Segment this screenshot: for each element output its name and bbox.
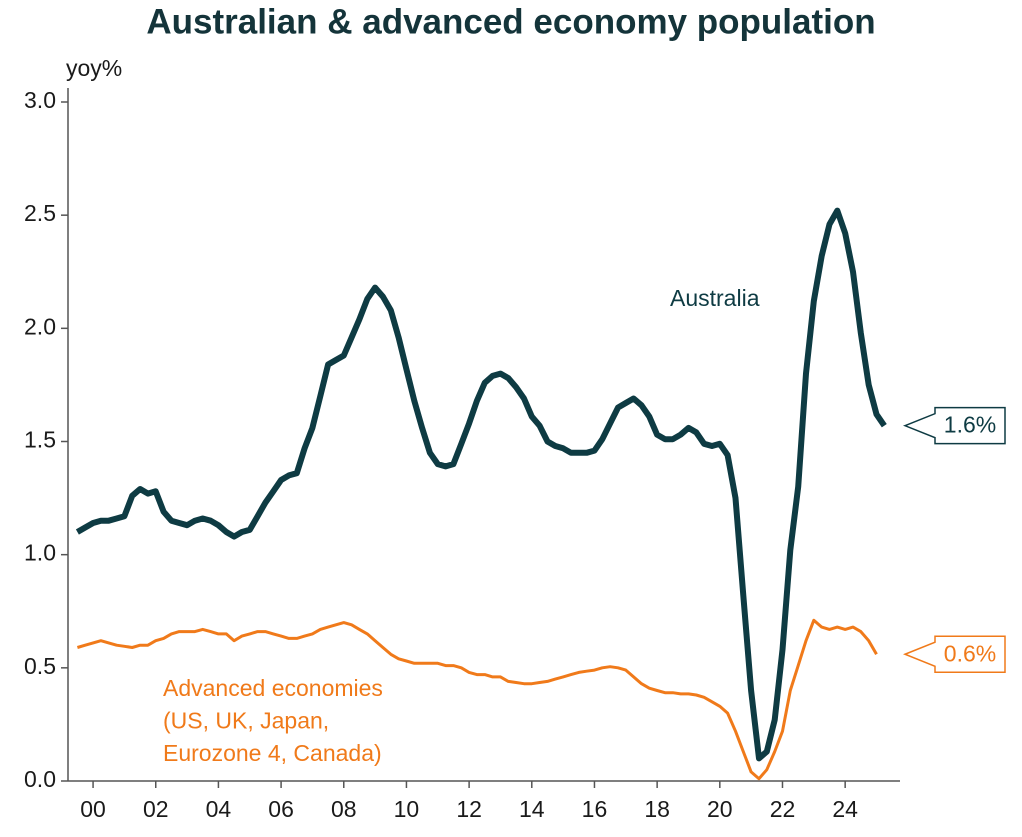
y-axis-label: yoy% (66, 55, 122, 81)
x-tick-label: 12 (456, 796, 482, 822)
series-label-line: Australia (670, 285, 760, 311)
x-tick-label: 10 (394, 796, 420, 822)
x-tick-label: 14 (519, 796, 545, 822)
y-tick-label: 2.5 (24, 200, 56, 226)
y-tick-label: 3.0 (24, 87, 56, 113)
x-tick-label: 24 (832, 796, 858, 822)
x-tick-label: 06 (268, 796, 294, 822)
x-tick-label: 02 (143, 796, 169, 822)
chart-title: Australian & advanced economy population (146, 2, 875, 41)
end-callout (902, 635, 1006, 674)
end-label: 0.6% (944, 640, 996, 666)
x-tick-label: 22 (770, 796, 796, 822)
x-tick-label: 04 (206, 796, 232, 822)
end-callout (902, 406, 1006, 445)
series-label: Advanced economies (US, UK, Japan, Eurozon… (163, 675, 383, 766)
series-label-line: Eurozone 4, Canada) (163, 740, 382, 766)
end-label: 1.6% (944, 412, 996, 438)
series-label: Australia (670, 285, 760, 311)
series-label-line: Advanced economies (163, 675, 383, 701)
series-line (76, 618, 878, 781)
x-tick-label: 18 (644, 796, 670, 822)
x-tick-label: 16 (582, 796, 608, 822)
series-label-line: (US, UK, Japan, (163, 708, 329, 734)
x-tick-label: 20 (707, 796, 733, 822)
x-tick-label: 00 (80, 796, 106, 822)
series-line (75, 207, 887, 762)
y-tick-label: 1.5 (24, 427, 56, 453)
y-tick-label: 1.0 (24, 540, 56, 566)
y-tick-label: 0.5 (24, 653, 56, 679)
y-tick-label: 2.0 (24, 313, 56, 339)
y-tick-label: 0.0 (24, 766, 56, 792)
x-tick-label: 08 (331, 796, 357, 822)
